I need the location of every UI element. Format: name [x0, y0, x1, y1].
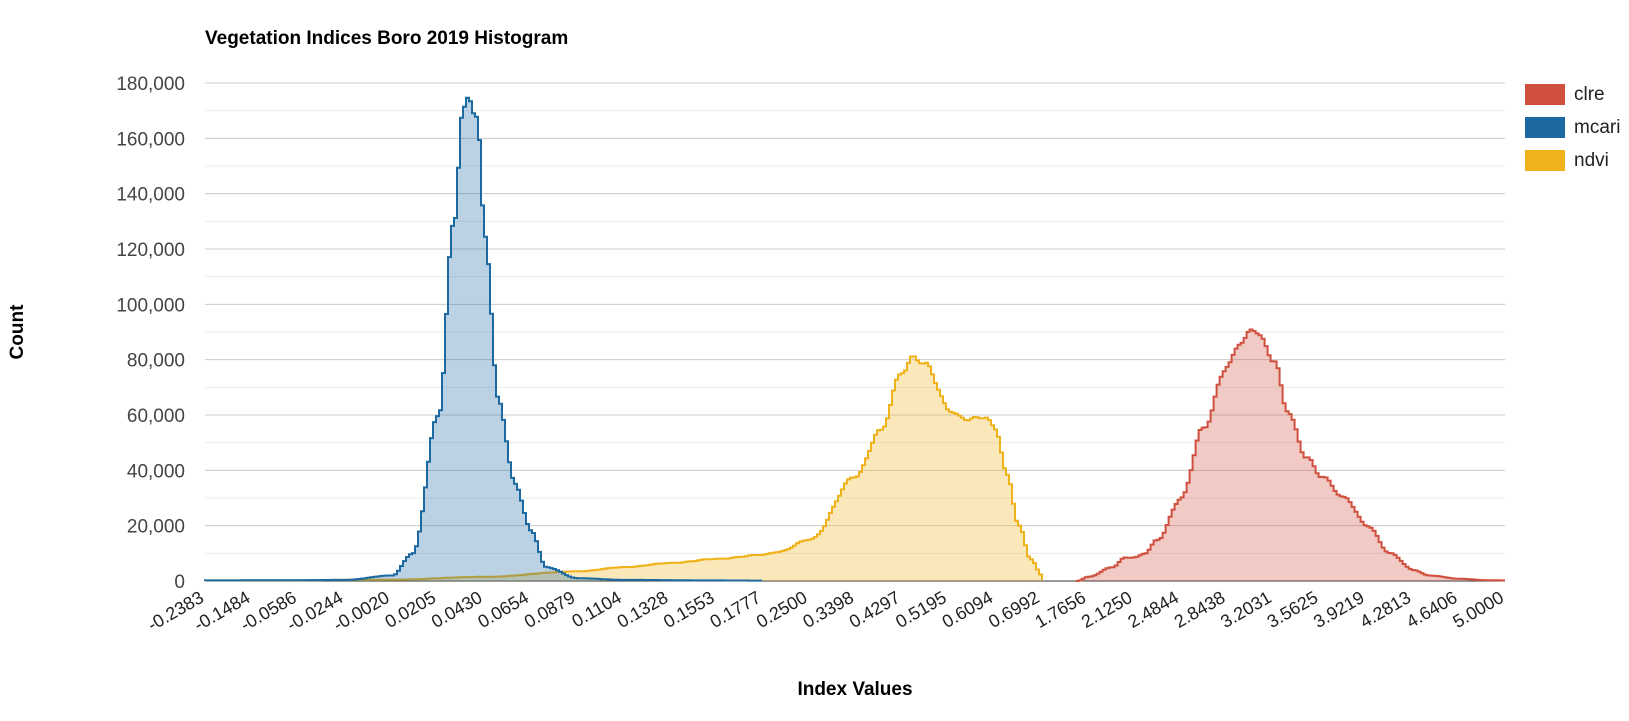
- x-tick-label: 3.2031: [1217, 587, 1275, 632]
- legend-item-clre: clre: [1525, 78, 1620, 111]
- x-tick-label: 5.0000: [1449, 587, 1507, 632]
- series-line-ndvi: [204, 355, 1043, 582]
- x-tick-label: 2.8438: [1171, 587, 1229, 632]
- x-tick-label: 0.6094: [939, 587, 997, 632]
- x-tick-label: 0.4297: [846, 587, 904, 632]
- x-tick-label: 0.2500: [753, 587, 811, 632]
- x-tick-label: 0.1777: [706, 587, 764, 632]
- x-tick-label: 4.2813: [1356, 587, 1414, 632]
- y-tick-label: 120,000: [116, 240, 185, 261]
- legend-item-mcari: mcari: [1525, 111, 1620, 144]
- y-tick-label: 160,000: [116, 129, 185, 150]
- legend-label: clre: [1574, 83, 1605, 105]
- legend-item-ndvi: ndvi: [1525, 144, 1620, 177]
- x-tick-label: 0.1104: [568, 587, 625, 631]
- legend: clre mcari ndvi: [1525, 78, 1620, 177]
- x-tick-label: 0.3398: [799, 587, 857, 632]
- x-tick-label: 2.4844: [1124, 587, 1182, 632]
- y-tick-label: 20,000: [127, 517, 185, 538]
- x-axis-label: Index Values: [797, 679, 913, 700]
- x-tick-label: 1.7656: [1031, 587, 1089, 632]
- series-area-ndvi: [205, 356, 1043, 581]
- legend-label: mcari: [1574, 116, 1621, 138]
- y-tick-label: 100,000: [116, 295, 185, 316]
- y-tick-label: 140,000: [116, 185, 185, 206]
- legend-swatch: [1525, 117, 1565, 138]
- series-area-clre: [1075, 329, 1505, 581]
- legend-swatch: [1525, 150, 1565, 171]
- x-tick-label: 0.1328: [614, 587, 672, 632]
- chart-title: Vegetation Indices Boro 2019 Histogram: [205, 28, 569, 49]
- x-tick-label: 3.5625: [1264, 587, 1322, 632]
- y-tick-label: 0: [174, 572, 185, 593]
- y-tick-label: 80,000: [127, 351, 185, 372]
- x-tick-label: 0.6992: [985, 587, 1043, 632]
- x-tick-label: 0.0879: [521, 587, 579, 632]
- series-line-clre: [1075, 328, 1505, 582]
- x-tick-label: 0.5195: [892, 587, 950, 632]
- x-tick-label: 0.0654: [474, 587, 532, 632]
- y-tick-label: 180,000: [116, 74, 185, 95]
- x-tick-label: 0.1553: [660, 587, 718, 632]
- legend-label: ndvi: [1574, 149, 1609, 171]
- y-tick-label: 60,000: [127, 406, 185, 427]
- x-tick-label: 0.0430: [428, 587, 486, 632]
- series-line-mcari: [204, 96, 763, 582]
- series-area-mcari: [205, 97, 763, 581]
- x-tick-label: 2.1250: [1078, 587, 1136, 632]
- y-tick-label: 40,000: [127, 461, 185, 482]
- legend-swatch: [1525, 84, 1565, 105]
- x-tick-label: 0.0205: [381, 587, 439, 632]
- x-tick-label: 3.9219: [1310, 587, 1368, 632]
- x-tick-label: 4.6406: [1403, 587, 1461, 632]
